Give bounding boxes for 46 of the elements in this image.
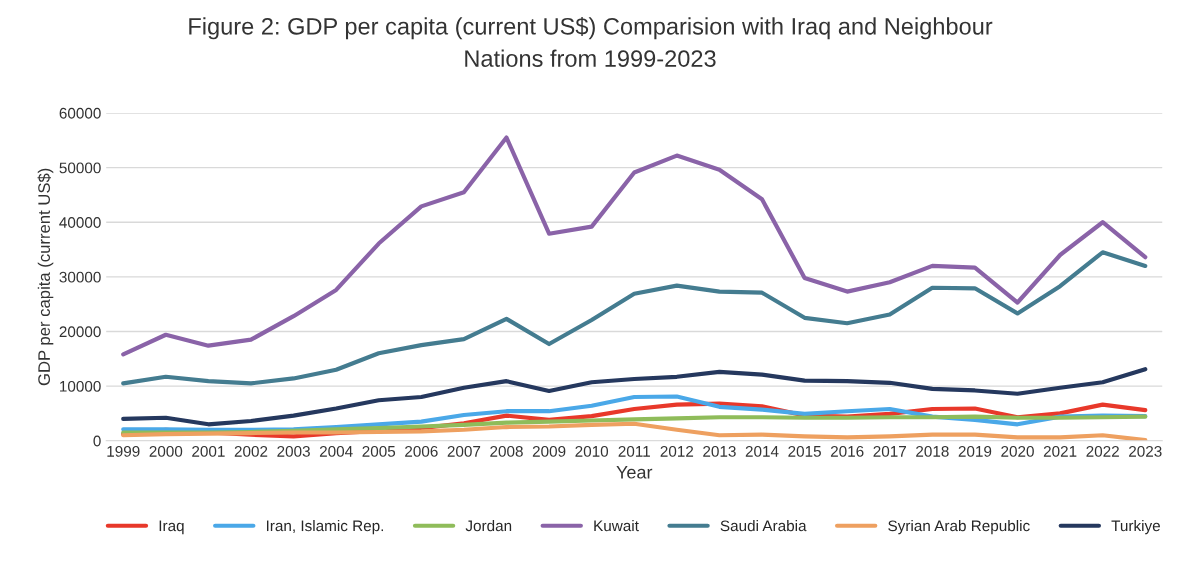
x-tick-label: 2023 [1129, 445, 1162, 457]
y-tick-label: 50000 [59, 162, 101, 174]
x-tick-label: 2017 [873, 445, 906, 457]
x-tick-label: 2008 [490, 445, 523, 457]
x-tick-label: 2012 [660, 445, 694, 457]
x-tick-label: 2016 [830, 445, 864, 457]
x-tick-label: 2002 [234, 445, 268, 457]
x-tick-label: 2019 [958, 445, 992, 457]
line-series [121, 421, 1148, 441]
x-tick-label: 2014 [745, 445, 779, 457]
y-tick-label: 0 [93, 435, 101, 447]
x-tick-label: 2011 [618, 445, 650, 457]
x-tick-label: 2006 [405, 445, 438, 457]
x-tick-label: 1999 [107, 445, 140, 457]
legend-label: Iraq [159, 520, 184, 535]
x-tick-label: 2015 [788, 445, 821, 457]
x-tick-label: 2003 [277, 445, 310, 457]
y-tick-label: 20000 [59, 326, 101, 338]
legend-label: Kuwait [594, 519, 639, 532]
x-tick-label: 2000 [149, 445, 183, 457]
x-tick-label: 2005 [362, 445, 396, 457]
y-tick-label: 60000 [59, 107, 101, 119]
legend-label: Saudi Arabia [720, 519, 807, 532]
legend-label: Turkiye [1111, 519, 1160, 535]
x-tick-label: 2010 [575, 445, 609, 457]
x-tick-label: 2004 [319, 445, 353, 457]
line-series [121, 250, 1148, 386]
x-tick-label: 2018 [916, 445, 949, 457]
x-tick-label: 2001 [192, 445, 225, 457]
legend-label: Syrian Arab Republic [888, 519, 1030, 535]
chart-title: Figure 2: GDP per capita (current US$) Comparision with Iraq and Neighbour Nations from 1999-2023 [189, 16, 993, 67]
y-tick-label: 10000 [60, 380, 101, 392]
x-tick-label: 2020 [1001, 445, 1034, 457]
x-tick-label: 2007 [447, 445, 481, 457]
y-tick-label: 30000 [59, 271, 101, 283]
legend-label: Iran, Islamic Rep. [266, 519, 384, 535]
line-series [121, 135, 1148, 357]
y-axis-title: GDP per capita (current US$) [37, 168, 54, 386]
x-tick-label: 2022 [1086, 445, 1119, 457]
legend-label: Jordan [465, 519, 512, 532]
x-axis-title: Year [616, 466, 653, 479]
x-tick-label: 2013 [703, 445, 736, 457]
x-tick-label: 2021 [1043, 445, 1077, 457]
y-tick-label: 40000 [59, 217, 101, 228]
line-series [121, 367, 1148, 427]
x-tick-label: 2009 [532, 445, 566, 457]
